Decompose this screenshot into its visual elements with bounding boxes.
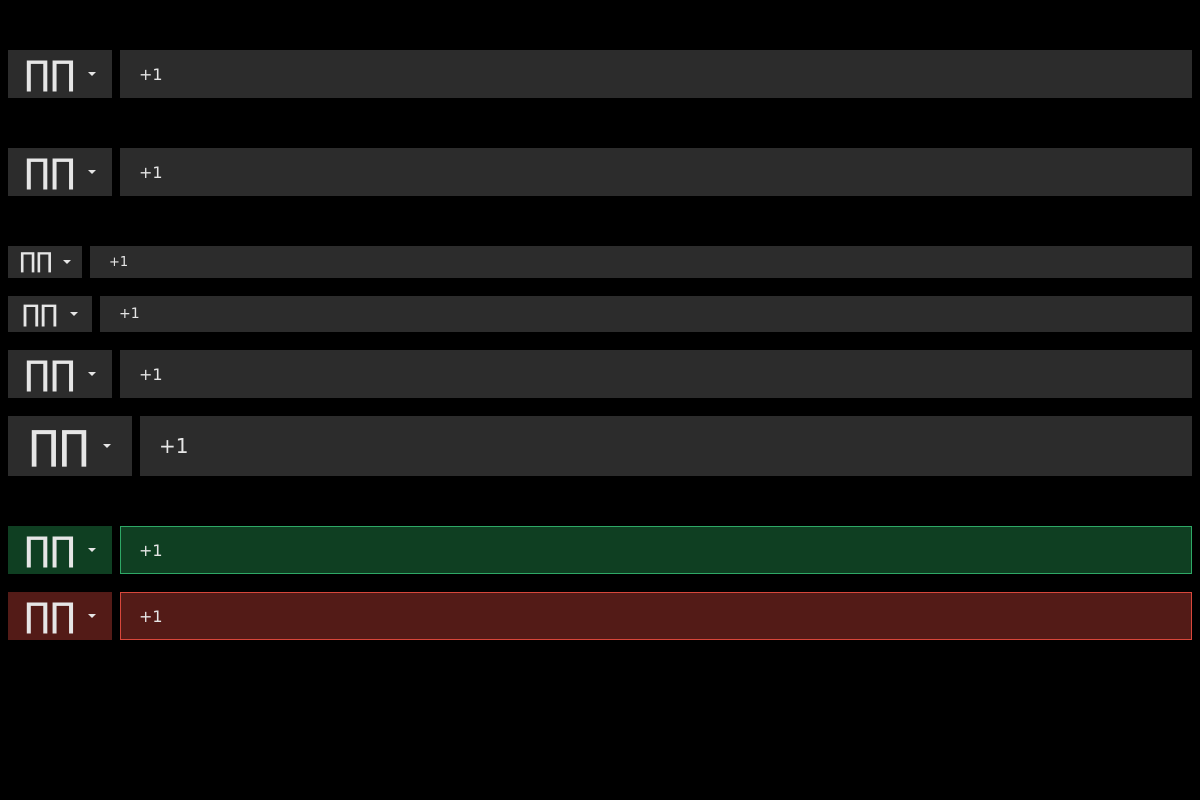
phone-input-row-2: ∏∏ [8, 148, 1192, 196]
phone-number-input[interactable] [90, 246, 1192, 278]
phone-input-row-3: ∏∏ [8, 350, 1192, 398]
chevron-down-icon [87, 72, 96, 76]
phone-input-row-large: ∏∏ [8, 416, 1192, 476]
phone-number-input[interactable] [140, 416, 1192, 476]
phone-input-row-small-medium: ∏∏ [8, 296, 1192, 332]
phone-input-row-valid: ∏∏ [8, 526, 1192, 574]
phone-input-row-small: ∏∏ [8, 246, 1192, 278]
country-code-dropdown[interactable]: ∏∏ [8, 148, 112, 196]
chevron-down-icon [103, 444, 112, 448]
phone-number-input[interactable] [120, 350, 1192, 398]
country-code-dropdown[interactable]: ∏∏ [8, 246, 82, 278]
country-code-dropdown[interactable]: ∏∏ [8, 526, 112, 574]
country-flag-icon: ∏∏ [24, 596, 76, 636]
country-flag-icon: ∏∏ [21, 300, 59, 328]
country-code-dropdown[interactable]: ∏∏ [8, 350, 112, 398]
phone-number-input[interactable] [120, 148, 1192, 196]
chevron-down-icon [70, 312, 79, 316]
country-flag-icon: ∏∏ [24, 354, 76, 394]
country-flag-icon: ∏∏ [28, 423, 90, 469]
country-code-dropdown[interactable]: ∏∏ [8, 50, 112, 98]
phone-input-row-invalid: ∏∏ [8, 592, 1192, 640]
phone-number-input[interactable] [100, 296, 1192, 332]
phone-number-input[interactable] [120, 592, 1192, 640]
chevron-down-icon [62, 260, 71, 264]
chevron-down-icon [87, 170, 96, 174]
country-flag-icon: ∏∏ [24, 152, 76, 192]
chevron-down-icon [87, 548, 96, 552]
phone-input-row-1: ∏∏ [8, 50, 1192, 98]
country-code-dropdown[interactable]: ∏∏ [8, 296, 92, 332]
chevron-down-icon [87, 614, 96, 618]
country-flag-icon: ∏∏ [24, 54, 76, 94]
country-flag-icon: ∏∏ [19, 249, 53, 274]
phone-number-input[interactable] [120, 526, 1192, 574]
phone-number-input[interactable] [120, 50, 1192, 98]
country-code-dropdown[interactable]: ∏∏ [8, 592, 112, 640]
chevron-down-icon [87, 372, 96, 376]
country-code-dropdown[interactable]: ∏∏ [8, 416, 132, 476]
country-flag-icon: ∏∏ [24, 530, 76, 570]
